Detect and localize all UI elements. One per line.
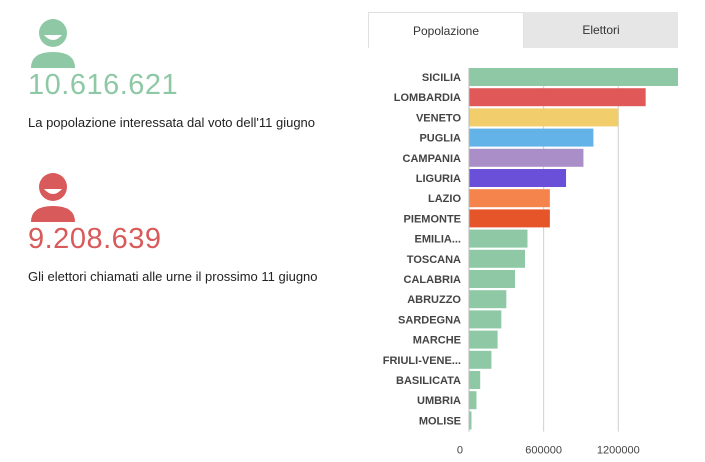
chart-tabs: Popolazione Elettori xyxy=(368,12,678,48)
bar xyxy=(469,270,516,288)
bar xyxy=(469,371,481,389)
category-label: SICILIA xyxy=(422,72,461,84)
category-label: TOSCANA xyxy=(407,254,461,266)
bar xyxy=(469,249,525,268)
bar xyxy=(469,310,502,329)
voters-value: 9.208.639 xyxy=(28,223,162,255)
bar xyxy=(469,68,678,86)
category-label: CAMPANIA xyxy=(403,153,462,165)
category-label: VENETO xyxy=(416,112,461,124)
category-label: PIEMONTE xyxy=(404,213,461,225)
bar xyxy=(469,88,646,107)
category-label: CALABRIA xyxy=(404,274,461,286)
bar xyxy=(469,391,477,410)
bar xyxy=(469,128,594,147)
category-label: BASILICATA xyxy=(396,375,461,387)
x-tick-label: 1200000 xyxy=(597,445,640,457)
bar xyxy=(469,330,498,349)
category-label: EMILIA... xyxy=(415,234,461,246)
bar xyxy=(469,148,584,167)
tab-popolazione[interactable]: Popolazione xyxy=(368,12,524,48)
category-label: LOMBARDIA xyxy=(394,92,461,104)
category-label: ABRUZZO xyxy=(407,294,461,306)
category-label: LIGURIA xyxy=(416,173,461,185)
person-icon xyxy=(31,19,75,68)
x-tick-label: 600000 xyxy=(525,445,562,457)
category-label: FRIULI-VENE... xyxy=(383,355,461,367)
population-value: 10.616.621 xyxy=(28,69,179,101)
bar xyxy=(469,189,550,208)
category-label: PUGLIA xyxy=(419,133,461,145)
x-tick-label: 0 xyxy=(457,445,463,457)
bar xyxy=(469,108,619,127)
tab-elettori[interactable]: Elettori xyxy=(524,12,678,48)
region-bar-chart: SICILIA LOMBARDIA VENETO PUGLIA CAMPANIA LIGU… xyxy=(383,68,678,457)
bar xyxy=(469,229,528,248)
category-label: UMBRIA xyxy=(417,395,461,407)
voters-description: Gli elettori chiamati alle urne il pross… xyxy=(28,269,318,284)
voters-stat: 9.208.639 Gli elettori chiamati alle urn… xyxy=(28,170,328,285)
category-label: MARCHE xyxy=(413,335,461,347)
population-stat: 10.616.621 La popolazione interessata da… xyxy=(28,16,328,131)
bar xyxy=(469,209,550,228)
bar xyxy=(469,350,492,369)
population-description: La popolazione interessata dal voto dell… xyxy=(28,115,316,130)
category-label: LAZIO xyxy=(428,193,461,205)
bar xyxy=(469,290,507,309)
person-icon xyxy=(31,173,75,222)
category-label: MOLISE xyxy=(419,415,461,427)
bar xyxy=(469,169,567,187)
category-label: SARDEGNA xyxy=(398,314,461,326)
bar xyxy=(469,411,472,430)
